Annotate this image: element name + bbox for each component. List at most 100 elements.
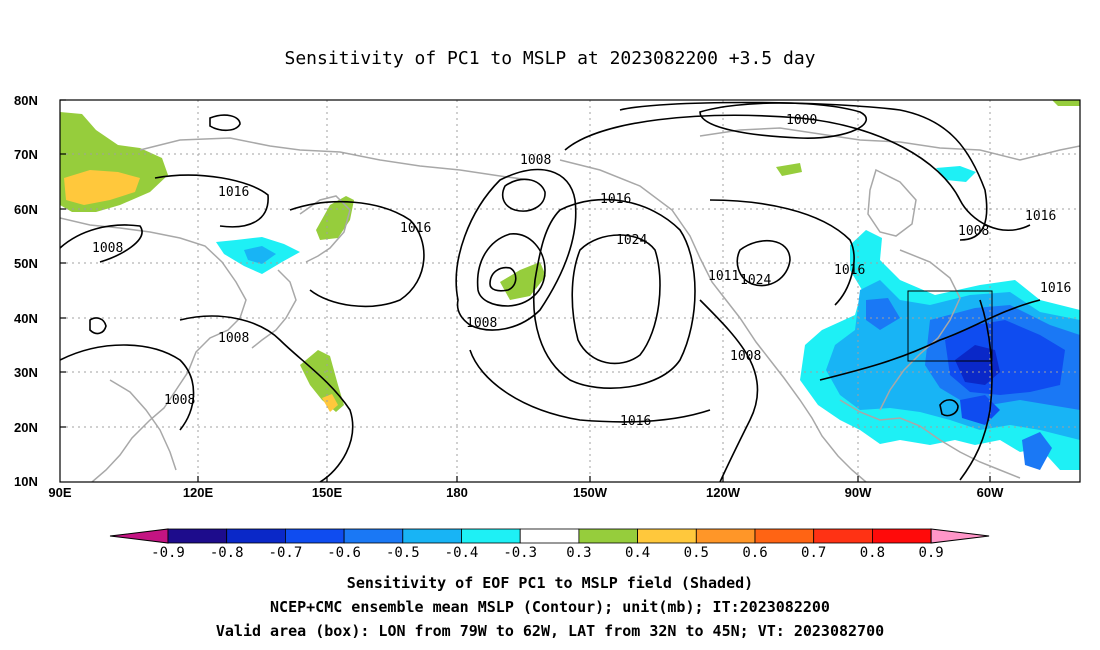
contour-1016-east	[709, 199, 855, 306]
graticule	[60, 100, 1080, 482]
lon-label: 90E	[48, 485, 71, 500]
lon-label: 150E	[312, 485, 343, 500]
contour-1008-low-mid	[476, 233, 546, 307]
contour-1016-mid	[289, 200, 425, 308]
lon-label: 120W	[706, 485, 741, 500]
shade-green-wpac	[300, 350, 344, 412]
contour-label: 1008	[958, 224, 989, 239]
tick-marks	[60, 99, 991, 482]
lon-label: 150W	[573, 485, 608, 500]
contour-label: 1016	[1040, 281, 1071, 296]
colorbar-segment	[578, 528, 639, 544]
contour-label: 1011	[708, 269, 739, 284]
contour-label: 1016	[620, 414, 651, 429]
colorbar-segment	[754, 528, 815, 544]
colorbar-segment	[519, 528, 580, 544]
contour-1008-atl	[959, 299, 993, 481]
contour-small-2	[209, 114, 241, 132]
lat-label: 30N	[14, 365, 38, 380]
coast-asia-east	[60, 217, 247, 482]
lat-label: 50N	[14, 256, 38, 271]
colorbar-tick-label: 0.3	[566, 545, 591, 561]
contour-1016-arc	[564, 114, 1031, 231]
contour-1024-east	[736, 239, 791, 287]
contour-1016-pac	[469, 349, 711, 423]
contour-label: 1008	[520, 153, 551, 168]
lat-label: 40N	[14, 311, 38, 326]
contour-1008-low-inner	[489, 266, 517, 292]
colorbar-tick-label: -0.9	[151, 545, 185, 561]
contour-label: 1008	[218, 331, 249, 346]
contour-label: 1016	[1025, 209, 1056, 224]
colorbar-segment	[226, 528, 286, 544]
colorbar-segment	[343, 528, 404, 544]
contour-1008-pac	[699, 299, 759, 482]
contour-small-1	[89, 317, 107, 335]
colorbar-tick-label: -0.7	[269, 545, 303, 561]
colorbar-segment	[695, 528, 756, 544]
colorbar-segment	[637, 528, 697, 544]
contour-1024-high	[571, 234, 661, 365]
colorbar-tick-label: 0.4	[625, 545, 650, 561]
lon-label: 90W	[845, 485, 872, 500]
mslp-contours	[60, 101, 1041, 482]
lon-label: 60W	[977, 485, 1004, 500]
contour-label: 1024	[616, 233, 647, 248]
shade-blue-japan	[244, 246, 276, 264]
lat-label: 20N	[14, 420, 38, 435]
lat-label: 80N	[14, 93, 38, 108]
colorbar-tick-label: -0.5	[386, 545, 420, 561]
caption-line-1: Sensitivity of EOF PC1 to MSLP field (Sh…	[346, 574, 754, 592]
colorbar-segment	[813, 528, 873, 544]
coast-alaska	[559, 159, 867, 482]
colorbar-segment	[167, 528, 228, 544]
caption-line-3: Valid area (box): LON from 79W to 62W, L…	[215, 622, 885, 640]
colorbar: -0.9 -0.8 -0.7 -0.6 -0.5 -0.4 -0.3 0.3 0.4 0.5 0.6…	[109, 528, 990, 561]
shade-green-ne	[1052, 100, 1080, 106]
colorbar-tick-label: -0.8	[210, 545, 244, 561]
shade-green-nne	[776, 163, 802, 176]
map-frame	[59, 99, 1081, 483]
contour-1008-low2	[501, 178, 546, 212]
shade-cyan-hudson	[936, 166, 976, 182]
lon-label: 180	[446, 485, 468, 500]
contour-label: 1008	[92, 241, 123, 256]
coast-japan	[251, 269, 297, 349]
colorbar-segment	[284, 528, 345, 544]
lat-label: 60N	[14, 202, 38, 217]
contour-label: 1016	[600, 192, 631, 207]
lat-labels: 80N 70N 60N 50N 40N 30N 20N 10N	[14, 93, 38, 489]
contour-labels: 1000 1008 1016 1016 1008 1016 1024 1008 …	[92, 113, 1071, 429]
colorbar-tick-label: -0.4	[445, 545, 479, 561]
colorbar-high-triangle	[930, 528, 990, 544]
coast-se-asia	[109, 379, 177, 471]
lon-labels: 90E 120E 150E 180 150W 120W 90W 60W	[48, 485, 1004, 500]
contour-1008-sw	[60, 344, 195, 431]
coast-kamchatka	[299, 195, 351, 263]
lat-label: 10N	[14, 474, 38, 489]
contour-1016-high	[532, 198, 696, 389]
contour-1008-north	[619, 101, 988, 241]
colorbar-segment	[872, 528, 932, 544]
contour-1016-west	[154, 174, 269, 228]
coast-us-east	[879, 249, 961, 411]
shade-darkblue-atlantic	[955, 345, 1000, 385]
contour-label: 1000	[786, 113, 817, 128]
colorbar-segment	[402, 528, 462, 544]
colorbar-tick-label: -0.3	[503, 545, 537, 561]
valid-area-box	[907, 290, 993, 362]
contour-label: 1016	[834, 263, 865, 278]
colorbar-tick-label: 0.8	[860, 545, 885, 561]
shade-medblue-se	[1022, 432, 1052, 470]
lon-label: 120E	[183, 485, 214, 500]
contour-1008-west	[60, 224, 143, 263]
contour-label: 1008	[730, 349, 761, 364]
colorbar-tick-label: 0.5	[684, 545, 709, 561]
shade-green-kam	[316, 196, 354, 240]
contour-low-atl	[939, 399, 959, 417]
shade-yellow-west	[64, 170, 140, 205]
contour-label: 1016	[218, 185, 249, 200]
contour-label: 1016	[400, 221, 431, 236]
shade-green-dateline	[500, 262, 546, 300]
